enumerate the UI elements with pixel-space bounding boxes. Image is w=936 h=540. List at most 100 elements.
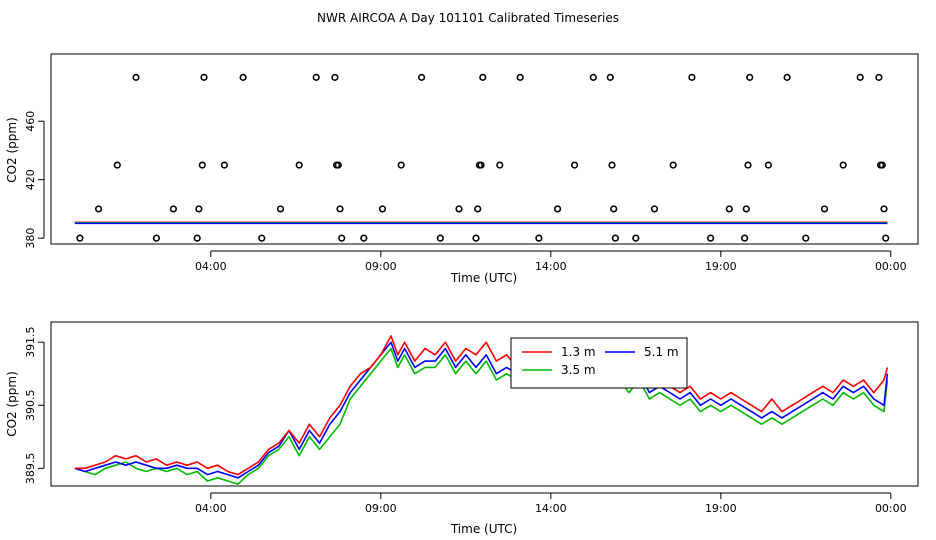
data-point — [200, 73, 208, 81]
data-point — [606, 73, 614, 81]
data-point — [276, 205, 285, 213]
data-point — [397, 161, 405, 169]
scatter-x-label: Time (UTC) — [450, 271, 517, 285]
data-point — [94, 205, 103, 213]
scatter-panel: 04:00 09:00 14:00 19:00 00:00 380 420 460 Time… — [5, 53, 919, 285]
line-x-label: Time (UTC) — [450, 522, 517, 536]
data-point — [820, 205, 829, 213]
data-point — [477, 161, 485, 169]
x-tick-label: 14:00 — [535, 502, 567, 515]
data-point — [725, 205, 733, 213]
legend-label: 5.1 m — [644, 345, 679, 359]
data-point — [688, 73, 696, 81]
data-point — [589, 73, 597, 81]
data-point — [195, 205, 203, 213]
legend-label: 1.3 m — [561, 345, 596, 359]
data-point — [169, 205, 177, 213]
scatter-y-axis: 380 420 460 — [24, 111, 45, 249]
y-tick-label: 390.5 — [24, 390, 37, 422]
data-point — [334, 161, 342, 169]
data-point — [436, 234, 444, 242]
data-point — [336, 205, 344, 213]
series-line-51m — [74, 341, 889, 479]
data-point — [338, 234, 346, 242]
y-tick-label: 391.5 — [24, 326, 37, 358]
data-point — [611, 234, 620, 242]
y-tick-label: 420 — [24, 169, 37, 190]
series-line-35m — [74, 347, 889, 485]
scatter-y-label: CO2 (ppm) — [5, 117, 19, 183]
data-point — [746, 73, 754, 81]
x-tick-label: 04:00 — [195, 260, 227, 273]
y-tick-label: 460 — [24, 111, 37, 132]
line-plot-frame — [50, 321, 919, 487]
data-point — [496, 161, 504, 169]
x-tick-label: 14:00 — [535, 260, 567, 273]
data-point — [360, 234, 368, 242]
data-point — [378, 205, 387, 213]
legend: 1.3 m 3.5 m 5.1 m — [510, 337, 688, 389]
scatter-baseline-lines — [74, 221, 888, 225]
data-point — [295, 161, 303, 169]
scatter-plot-frame — [50, 53, 919, 245]
data-point — [570, 161, 579, 169]
data-point — [706, 234, 715, 242]
data-point — [839, 161, 847, 169]
data-point — [878, 161, 886, 169]
data-point — [516, 73, 524, 81]
data-point — [875, 73, 883, 81]
data-point — [608, 161, 616, 169]
x-tick-label: 19:00 — [705, 502, 737, 515]
x-tick-label: 09:00 — [365, 260, 397, 273]
series-line-13m — [74, 335, 889, 476]
data-point — [856, 73, 864, 81]
figure-title: NWR AIRCOA A Day 101101 Calibrated Times… — [317, 11, 619, 25]
scatter-x-axis: 04:00 09:00 14:00 19:00 00:00 — [195, 250, 907, 273]
data-point — [198, 161, 206, 169]
data-point — [220, 161, 228, 169]
legend-box — [510, 337, 688, 389]
data-point — [418, 73, 426, 81]
data-point — [132, 73, 140, 81]
data-point — [610, 205, 618, 213]
data-point — [193, 234, 201, 242]
data-point — [650, 205, 659, 213]
data-point — [239, 73, 247, 81]
data-point — [553, 205, 562, 213]
line-panel: 04:00 09:00 14:00 19:00 00:00 389.5 390.5 391.… — [5, 321, 919, 536]
x-tick-label: 00:00 — [875, 502, 907, 515]
x-tick-label: 19:00 — [705, 260, 737, 273]
data-point — [76, 234, 84, 242]
data-point — [744, 161, 752, 169]
data-point — [312, 73, 320, 81]
data-point — [455, 205, 463, 213]
line-x-axis: 04:00 09:00 14:00 19:00 00:00 — [195, 492, 907, 515]
data-point — [882, 234, 890, 242]
data-point — [474, 205, 482, 213]
data-point — [880, 205, 888, 213]
line-series — [74, 335, 889, 485]
x-tick-label: 00:00 — [875, 260, 907, 273]
legend-label: 3.5 m — [561, 363, 596, 377]
data-point — [472, 234, 480, 242]
data-point — [331, 73, 339, 81]
data-point — [535, 234, 543, 242]
data-point — [669, 161, 677, 169]
x-tick-label: 04:00 — [195, 502, 227, 515]
y-tick-label: 380 — [24, 228, 37, 249]
scatter-points — [76, 73, 890, 242]
data-point — [479, 73, 487, 81]
data-point — [742, 205, 750, 213]
data-point — [152, 234, 160, 242]
data-point — [632, 234, 640, 242]
data-point — [740, 234, 749, 242]
line-y-label: CO2 (ppm) — [5, 371, 19, 437]
data-point — [802, 234, 810, 242]
data-point — [764, 161, 773, 169]
data-point — [783, 73, 791, 81]
line-y-axis: 389.5 390.5 391.5 — [24, 326, 45, 485]
y-tick-label: 389.5 — [24, 453, 37, 485]
data-point — [258, 234, 266, 242]
x-tick-label: 09:00 — [365, 502, 397, 515]
